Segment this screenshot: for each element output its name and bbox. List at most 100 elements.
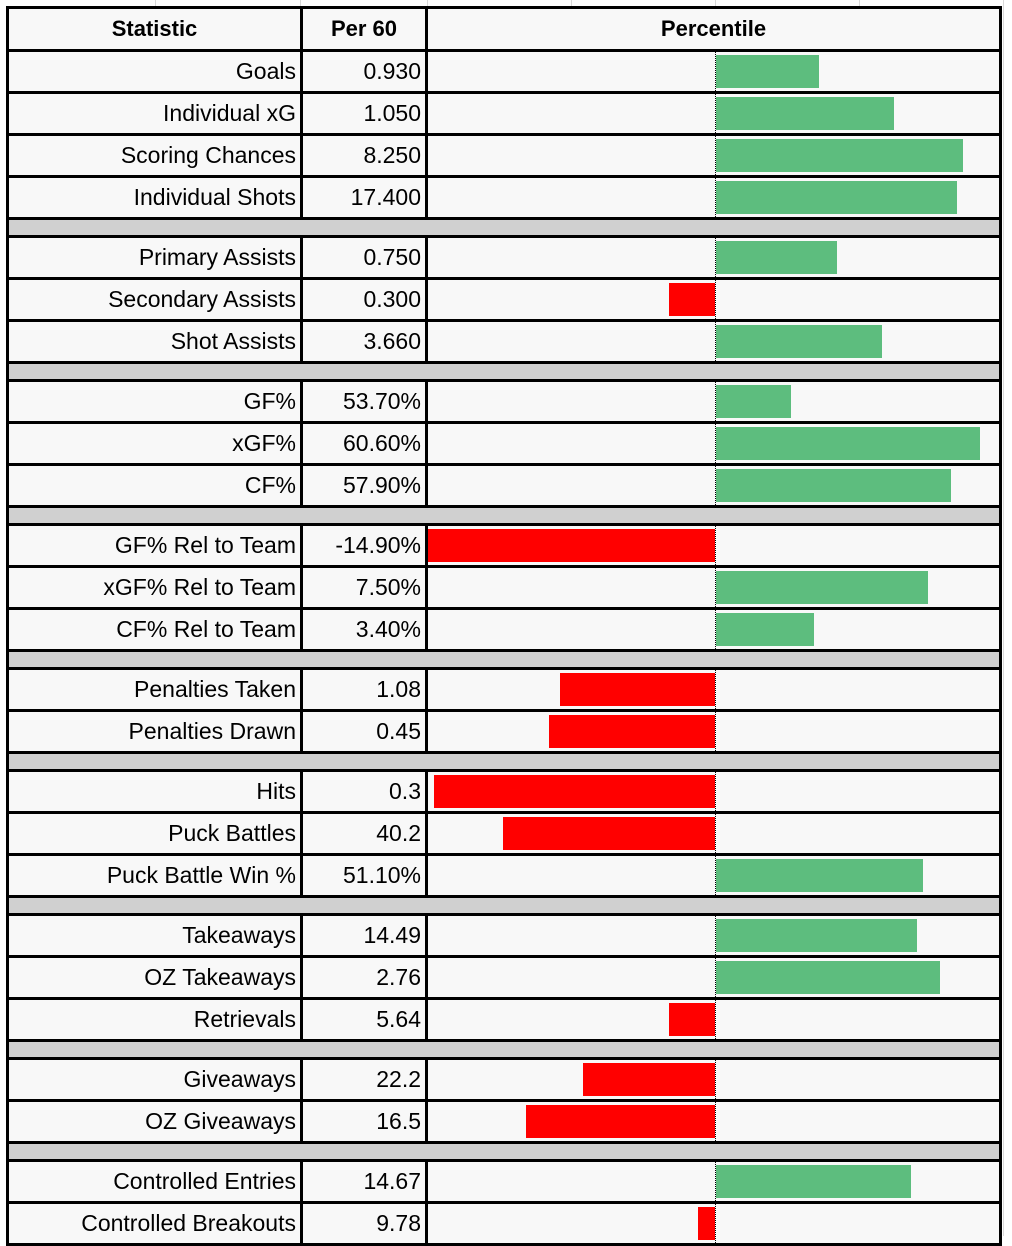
median-axis [715,322,716,361]
stat-label: CF% [9,466,303,505]
table-row: OZ Takeaways 2.76 [9,955,999,997]
percentile-cell [428,94,999,133]
table-row: GF% Rel to Team -14.90% [9,523,999,565]
percentile-cell [428,526,999,565]
percentile-bar [716,241,837,274]
median-axis [715,958,716,997]
percentile-cell [428,610,999,649]
stat-label: Individual xG [9,94,303,133]
median-axis [715,1060,716,1099]
median-axis [715,670,716,709]
percentile-cell [428,424,999,463]
stat-label: Penalties Drawn [9,712,303,751]
per60-value: 40.2 [303,814,428,853]
percentile-bar [502,817,715,850]
median-axis [715,424,716,463]
percentile-cell [428,1162,999,1201]
percentile-bar [716,571,929,604]
stat-label: CF% Rel to Team [9,610,303,649]
median-axis [715,1162,716,1201]
stat-label: Controlled Breakouts [9,1204,303,1243]
percentile-cell [428,1204,999,1243]
table-row: Giveaways 22.2 [9,1057,999,1099]
percentile-bar [548,715,715,748]
table-row: Puck Battles 40.2 [9,811,999,853]
percentile-bar [669,1003,715,1036]
stat-label: Controlled Entries [9,1162,303,1201]
percentile-cell [428,712,999,751]
percentile-bar [716,919,917,952]
median-axis [715,382,716,421]
per60-value: 7.50% [303,568,428,607]
per60-value: 3.40% [303,610,428,649]
median-axis [715,52,716,91]
percentile-bar [716,613,814,646]
group-separator [9,1039,999,1057]
stat-label: OZ Takeaways [9,958,303,997]
percentile-bar [716,139,963,172]
table-row: Controlled Breakouts 9.78 [9,1201,999,1243]
per60-value: 0.300 [303,280,428,319]
percentile-bar [433,775,715,808]
table-row: Controlled Entries 14.67 [9,1159,999,1201]
table-row: Hits 0.3 [9,769,999,811]
median-axis [715,568,716,607]
table-row: CF% 57.90% [9,463,999,505]
percentile-cell [428,466,999,505]
percentile-cell [428,814,999,853]
per60-value: 2.76 [303,958,428,997]
per60-value: 1.050 [303,94,428,133]
per60-value: 0.750 [303,238,428,277]
table-row: xGF% Rel to Team 7.50% [9,565,999,607]
group-separator [9,361,999,379]
table-row: Primary Assists 0.750 [9,235,999,277]
per60-value: 3.660 [303,322,428,361]
median-axis [715,916,716,955]
table-row: Retrievals 5.64 [9,997,999,1039]
percentile-cell [428,1102,999,1141]
stat-label: Giveaways [9,1060,303,1099]
per60-value: 22.2 [303,1060,428,1099]
per60-value: 5.64 [303,1000,428,1039]
table-row: OZ Giveaways 16.5 [9,1099,999,1141]
header-per60: Per 60 [303,9,428,49]
stat-label: Scoring Chances [9,136,303,175]
stat-label: Takeaways [9,916,303,955]
median-axis [715,856,716,895]
stat-label: Retrievals [9,1000,303,1039]
percentile-bar [716,97,894,130]
table-row: Secondary Assists 0.300 [9,277,999,319]
header-statistic: Statistic [9,9,303,49]
table-row: Takeaways 14.49 [9,913,999,955]
per60-value: 53.70% [303,382,428,421]
table-row: Individual xG 1.050 [9,91,999,133]
median-axis [715,178,716,217]
per60-value: 60.60% [303,424,428,463]
table-row: Scoring Chances 8.250 [9,133,999,175]
percentile-cell [428,1000,999,1039]
stat-label: Penalties Taken [9,670,303,709]
per60-value: 57.90% [303,466,428,505]
percentile-cell [428,1060,999,1099]
header-percentile: Percentile [660,16,767,41]
percentile-bar [716,427,981,460]
percentile-bar [716,385,791,418]
per60-value: 17.400 [303,178,428,217]
table-row: Individual Shots 17.400 [9,175,999,217]
table-row: Shot Assists 3.660 [9,319,999,361]
median-axis [715,712,716,751]
median-axis [715,1204,716,1243]
percentile-bar [716,55,820,88]
percentile-bar [697,1207,715,1240]
median-axis [715,280,716,319]
percentile-cell [428,670,999,709]
per60-value: 14.67 [303,1162,428,1201]
percentile-cell [428,382,999,421]
percentile-cell [428,52,999,91]
percentile-bar [716,1165,912,1198]
percentile-cell [428,772,999,811]
stats-table: Statistic Per 60 Percentile Goals 0.930 In… [6,6,1002,1246]
table-row: Puck Battle Win % 51.10% [9,853,999,895]
median-axis [715,772,716,811]
percentile-cell [428,916,999,955]
